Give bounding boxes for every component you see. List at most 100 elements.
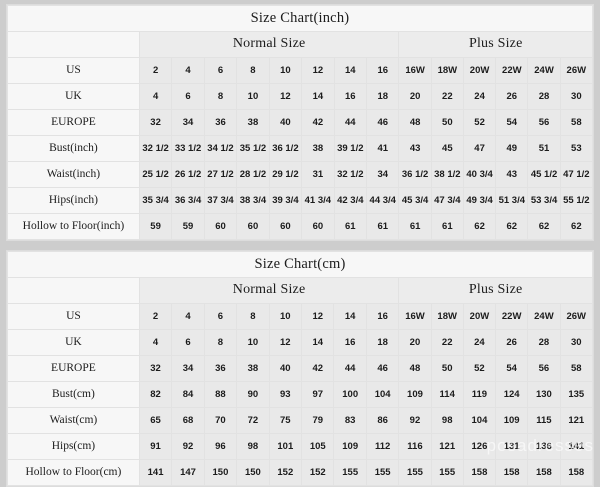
cell: 44 (333, 355, 367, 382)
cell: 6 (171, 83, 205, 110)
cell: 38 3/4 (236, 187, 270, 214)
cell: 26W (559, 57, 594, 84)
cell: 18W (430, 57, 464, 84)
cell: 53 3/4 (527, 187, 561, 214)
cell: 42 3/4 (333, 187, 368, 214)
cell: 61 (333, 213, 368, 240)
table-row: Hips(cm) 91 92 96 98 101 105 109 112 116… (7, 433, 594, 460)
cell: 36 (203, 355, 238, 382)
cell: 43 (495, 161, 529, 188)
cell: 20 (398, 83, 432, 110)
cell: 14 (301, 329, 335, 356)
cell: 121 (430, 433, 464, 460)
cell: 51 3/4 (495, 187, 529, 214)
cell: 24W (527, 57, 561, 84)
cell: 70 (203, 407, 238, 434)
cell: 12 (301, 303, 335, 330)
cell: 105 (301, 433, 335, 460)
table-row: Waist(inch) 25 1/2 26 1/2 27 1/2 28 1/2 … (7, 161, 594, 188)
cell: 20W (462, 303, 497, 330)
cell: 135 (559, 381, 594, 408)
cell: 33 1/2 (171, 135, 205, 162)
cell: 58 (559, 355, 594, 382)
cell: 26 1/2 (171, 161, 205, 188)
cell: 16 (365, 303, 400, 330)
chart-title: Size Chart(inch) (7, 5, 593, 32)
cell: 141 (138, 459, 173, 486)
cell: 88 (203, 381, 238, 408)
cell: 8 (236, 303, 270, 330)
cell: 6 (171, 329, 205, 356)
cell: 52 (462, 109, 497, 136)
row-label-us: US (7, 303, 140, 330)
cell: 98 (430, 407, 464, 434)
cell: 83 (333, 407, 367, 434)
cell: 38 (301, 135, 335, 162)
table-row: Bust(cm) 82 84 88 90 93 97 100 104 109 1… (7, 381, 594, 408)
cell: 121 (559, 407, 594, 434)
cell: 10 (268, 303, 303, 330)
cell: 18 (365, 329, 400, 356)
cell: 55 1/2 (559, 187, 594, 214)
row-label-uk: UK (7, 83, 140, 110)
cell: 53 (559, 135, 594, 162)
size-chart-cm: Size Chart(cm) Normal Size Plus Size US … (6, 250, 594, 487)
cell: 22W (495, 57, 529, 84)
size-table-cm: Size Chart(cm) Normal Size Plus Size US … (7, 251, 594, 486)
group-header-plus-size: Plus Size (398, 277, 593, 304)
size-chart-inch: Size Chart(inch) Normal Size Plus Size U… (6, 4, 594, 241)
cell: 43 (398, 135, 432, 162)
cell: 46 (366, 109, 400, 136)
cell: 141 (559, 433, 594, 460)
group-corner-cell (7, 31, 140, 58)
cell: 18 (366, 83, 400, 110)
cell: 62 (462, 213, 497, 240)
cell: 47 3/4 (430, 187, 464, 214)
cell: 16 (333, 329, 367, 356)
cell: 92 (171, 433, 205, 460)
cell: 158 (495, 459, 529, 486)
cell: 35 1/2 (236, 135, 270, 162)
row-label-hollow-to-floor: Hollow to Floor(cm) (7, 459, 140, 486)
row-label-uk: UK (7, 329, 140, 356)
cell: 16 (366, 57, 400, 84)
cell: 150 (236, 459, 270, 486)
cell: 116 (398, 433, 432, 460)
cell: 82 (138, 381, 173, 408)
cell: 119 (462, 381, 497, 408)
cell: 147 (171, 459, 205, 486)
cell: 14 (301, 83, 335, 110)
size-table-inch: Size Chart(inch) Normal Size Plus Size U… (7, 5, 594, 240)
chart-title: Size Chart(cm) (7, 251, 593, 278)
cell: 35 3/4 (138, 187, 173, 214)
cell: 86 (365, 407, 400, 434)
row-label-hips: Hips(inch) (7, 187, 140, 214)
cell: 28 1/2 (236, 161, 270, 188)
title-row: Size Chart(cm) (7, 251, 593, 278)
cell: 32 1/2 (138, 135, 173, 162)
cell: 42 (301, 109, 335, 136)
cell: 41 (366, 135, 400, 162)
cell: 155 (398, 459, 432, 486)
cell: 32 (138, 355, 173, 382)
cell: 45 3/4 (398, 187, 432, 214)
cell: 60 (301, 213, 335, 240)
cell: 20W (462, 57, 497, 84)
cell: 40 3/4 (462, 161, 497, 188)
cell: 60 (236, 213, 270, 240)
cell: 48 (398, 109, 432, 136)
cell: 2 (138, 57, 173, 84)
cell: 150 (203, 459, 238, 486)
cell: 44 3/4 (366, 187, 400, 214)
cell: 28 (527, 83, 561, 110)
row-label-bust: Bust(cm) (7, 381, 140, 408)
table-row: UK 4 6 8 10 12 14 16 18 20 22 24 26 28 3… (7, 83, 594, 110)
cell: 152 (301, 459, 335, 486)
cell: 96 (203, 433, 238, 460)
group-header-normal-size: Normal Size (138, 277, 400, 304)
table-row: EUROPE 32 34 36 38 40 42 44 46 48 50 52 … (7, 109, 594, 136)
table-row: Waist(cm) 65 68 70 72 75 79 83 86 92 98 … (7, 407, 594, 434)
table-row: Bust(inch) 32 1/2 33 1/2 34 1/2 35 1/2 3… (7, 135, 594, 162)
cell: 47 1/2 (559, 161, 594, 188)
cell: 34 (171, 109, 205, 136)
